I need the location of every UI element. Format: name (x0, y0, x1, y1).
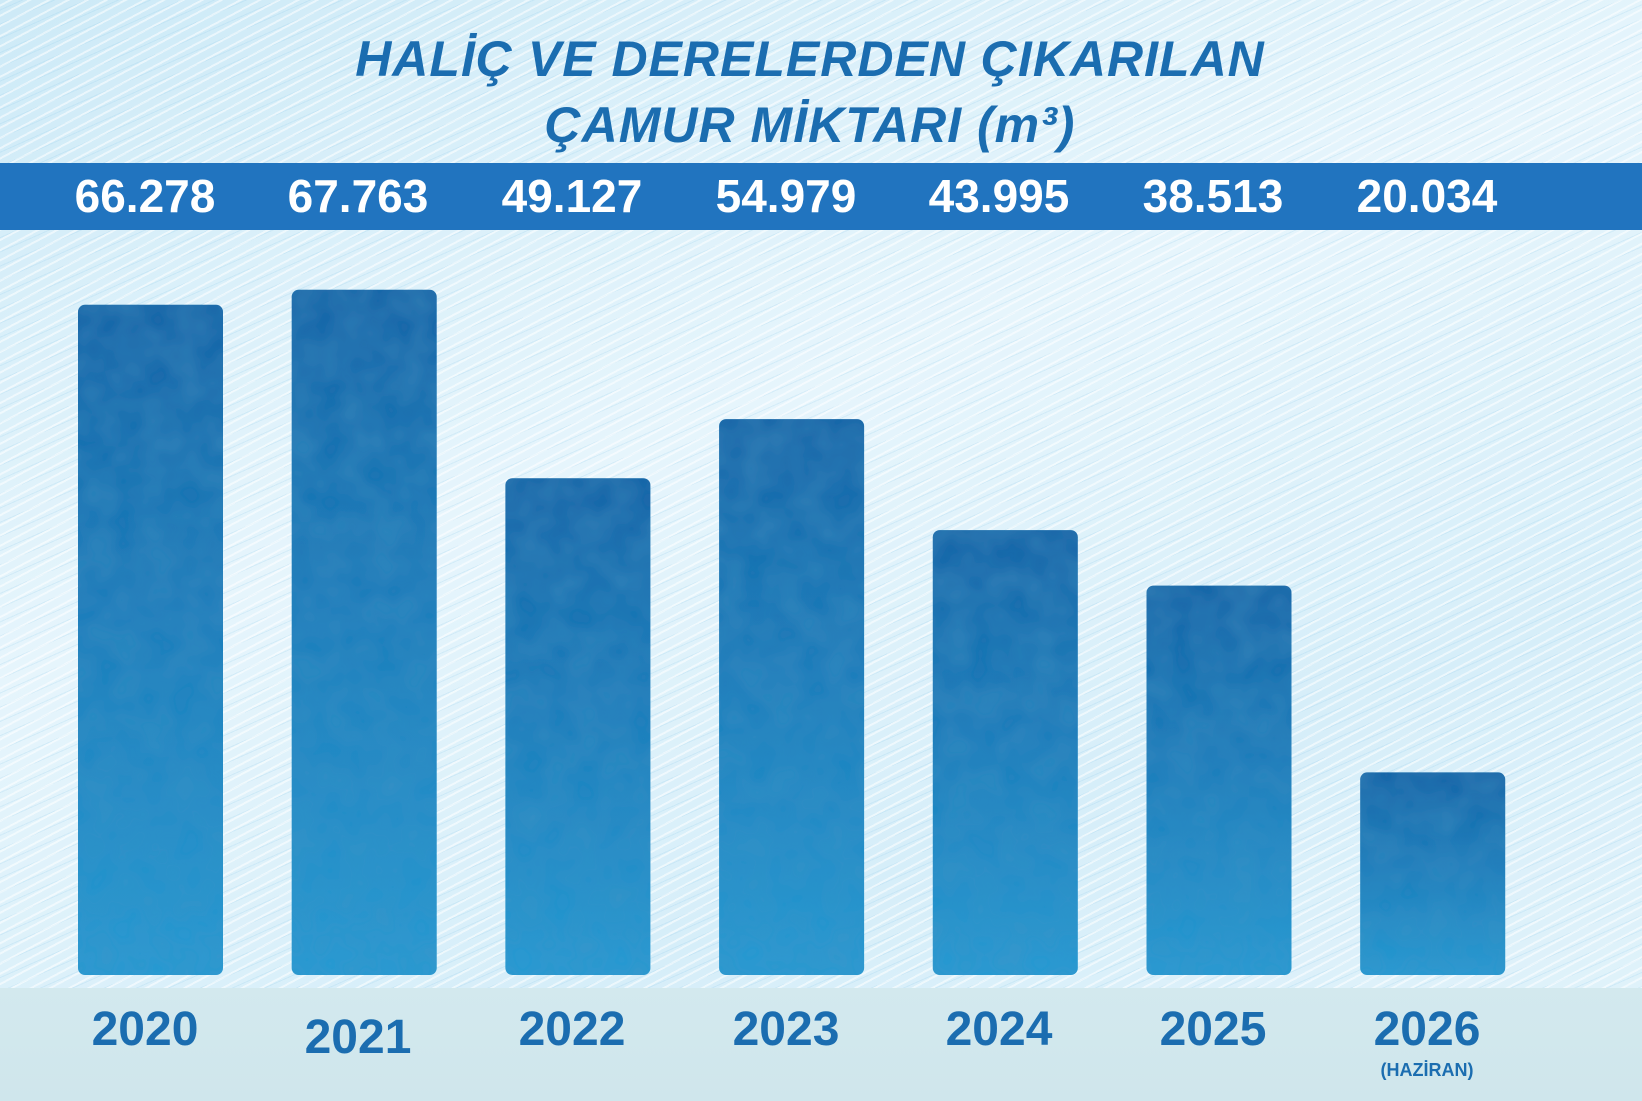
bar-2024 (932, 530, 1078, 975)
data-label-2021: 67.763 (287, 170, 429, 222)
x-tick-2020: 2020 (91, 1003, 199, 1056)
data-label-2026: 20.034 (1356, 170, 1498, 222)
chart-title-line-2: ÇAMUR MİKTARI (m³) (544, 97, 1076, 153)
bar-2026 (1360, 772, 1506, 975)
data-label-2025: 38.513 (1142, 170, 1284, 222)
bar-2021 (291, 289, 437, 975)
x-tick-2024: 2024 (945, 1003, 1053, 1056)
bar-2022 (505, 478, 651, 975)
x-tick-2022: 2022 (518, 1003, 626, 1056)
x-tick-2025: 2025 (1159, 1003, 1267, 1056)
bar-2025 (1146, 585, 1292, 975)
x-tick-2026: 2026 (1373, 1003, 1481, 1056)
category-band (0, 988, 1642, 1101)
bar-2020 (78, 304, 223, 975)
data-label-2020: 66.278 (74, 170, 216, 222)
bar-2023 (719, 419, 865, 976)
data-label-2022: 49.127 (501, 170, 643, 222)
chart-title: HALİÇ VE DERELERDEN ÇIKARILAN ÇAMUR MİKT… (200, 26, 1420, 158)
value-band (0, 163, 1642, 230)
x-tick-2023: 2023 (732, 1003, 840, 1056)
x-tick-note-2026: (HAZİRAN) (1380, 1060, 1474, 1080)
bars-group (78, 289, 1506, 976)
chart-title-line-1: HALİÇ VE DERELERDEN ÇIKARILAN (355, 31, 1265, 87)
data-label-2024: 43.995 (928, 170, 1070, 222)
x-tick-2021: 2021 (304, 1011, 412, 1064)
data-label-2023: 54.979 (715, 170, 857, 222)
